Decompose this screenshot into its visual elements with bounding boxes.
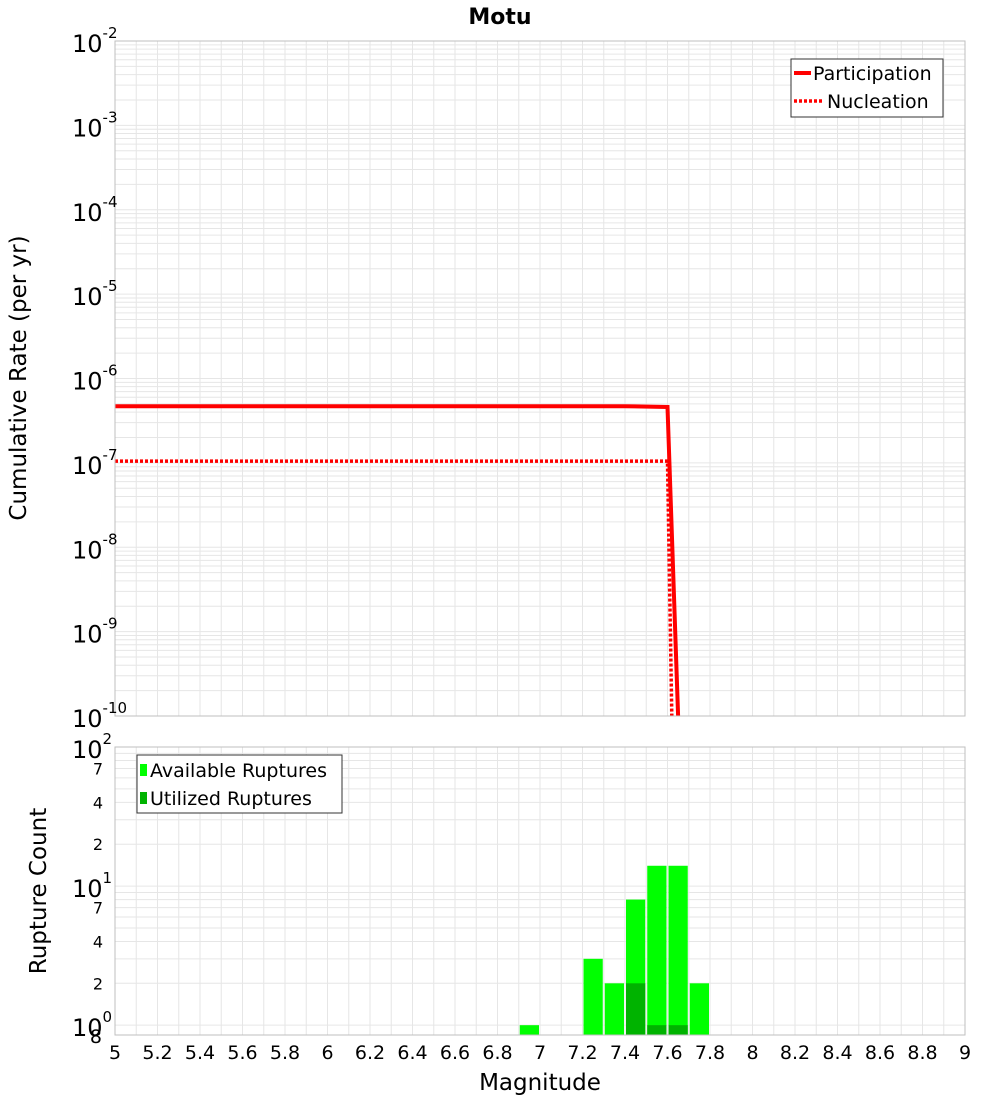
legend-available-label: Available Ruptures	[150, 760, 327, 782]
bar-group	[519, 865, 709, 1035]
x-tick-label: 5.8	[270, 1042, 300, 1064]
line-group	[115, 404, 681, 717]
legend-nucleation-label: Nucleation	[827, 91, 929, 113]
top-plot-frame	[114, 40, 966, 717]
x-tick-label: 8	[746, 1042, 758, 1064]
x-tick-label: 6.2	[355, 1042, 385, 1064]
bottom-y-axis-label: Rupture Count	[26, 808, 52, 974]
x-tick-label: 7	[534, 1042, 546, 1064]
x-tick-label: 8.4	[822, 1042, 852, 1064]
available-bar	[689, 983, 709, 1035]
legend-utilized-swatch	[140, 792, 147, 804]
bottom-y-minor-tick: 7	[93, 760, 103, 779]
x-tick-label: 7.8	[695, 1042, 725, 1064]
bottom-legend: Available Ruptures Utilized Ruptures	[136, 754, 343, 814]
x-tick-label: 8.8	[907, 1042, 937, 1064]
x-tick-label: 6.6	[440, 1042, 470, 1064]
bottom-y-major-tick: 101	[72, 869, 112, 903]
top-y-axis-label: Cumulative Rate (per yr)	[6, 235, 32, 520]
bottom-y-minor-tick: 2	[93, 974, 103, 993]
top-y-tick-label: 10-4	[72, 193, 118, 227]
x-tick-label: 7.6	[652, 1042, 682, 1064]
legend-available-swatch	[140, 764, 147, 776]
available-bar	[647, 865, 667, 1035]
available-bar	[519, 1025, 539, 1035]
x-tick-label: 9	[959, 1042, 971, 1064]
x-ticks: 5 5.2 5.4 5.6 5.8 6 6.2 6.4 6.6 6.8 7 7.2 7.4 7.6 7.8 8…	[109, 1042, 971, 1064]
x-tick-label: 6	[321, 1042, 333, 1064]
x-axis-label: Magnitude	[479, 1070, 601, 1096]
bottom-y-major-tick: 100	[72, 1008, 112, 1042]
available-bar	[668, 865, 688, 1035]
bottom-y-minor-tick: 4	[93, 793, 103, 812]
x-tick-label: 6.8	[482, 1042, 512, 1064]
bottom-y-minor-tick: 7	[93, 899, 103, 918]
top-grid	[114, 41, 966, 717]
bottom-y-minor-tick: 2	[93, 835, 103, 854]
utilized-bar	[647, 1025, 667, 1035]
x-tick-label: 7.2	[567, 1042, 597, 1064]
participation-line	[115, 404, 681, 717]
top-y-tick-label: 10-8	[72, 530, 118, 564]
top-legend: Participation Nucleation	[790, 58, 944, 118]
top-y-tick-label: 10-3	[72, 108, 118, 142]
legend-participation-label: Participation	[813, 63, 932, 85]
top-y-tick-label: 10-9	[72, 615, 118, 649]
x-tick-label: 7.4	[610, 1042, 640, 1064]
bottom-y-major-tick: 102	[72, 730, 112, 764]
top-y-tick-label: 10-5	[72, 277, 118, 311]
bottom-y-ticks: 102 101 100 7 4 2 7 4 2 8	[72, 730, 112, 1048]
x-tick-label: 5.6	[227, 1042, 257, 1064]
bottom-y-minor-tick: 4	[93, 932, 103, 951]
top-y-tick-label: 10-6	[72, 362, 118, 396]
top-y-tick-label: 10-10	[72, 699, 127, 733]
nucleation-line	[115, 459, 674, 717]
top-y-tick-label: 10-2	[72, 24, 118, 58]
x-tick-label: 8.6	[865, 1042, 895, 1064]
chart-title: Motu	[468, 5, 531, 30]
legend-utilized-label: Utilized Ruptures	[150, 788, 312, 810]
top-y-tick-label: 10-7	[72, 446, 118, 480]
available-bar	[604, 983, 624, 1035]
available-bar	[583, 958, 603, 1035]
x-tick-label: 6.4	[397, 1042, 427, 1064]
utilized-bar	[668, 1025, 688, 1035]
top-y-ticks: 10-2 10-3 10-4 10-5 10-6 10-7 10-8 10-9 10-10	[72, 24, 127, 733]
x-tick-label: 5.2	[142, 1042, 172, 1064]
bottom-plot-frame	[114, 746, 966, 1036]
x-tick-label: 5	[109, 1042, 121, 1064]
x-tick-label: 8.2	[780, 1042, 810, 1064]
bottom-y-minor-tick: 8	[90, 1026, 102, 1048]
utilized-bar	[626, 983, 646, 1035]
x-tick-label: 5.4	[185, 1042, 215, 1064]
